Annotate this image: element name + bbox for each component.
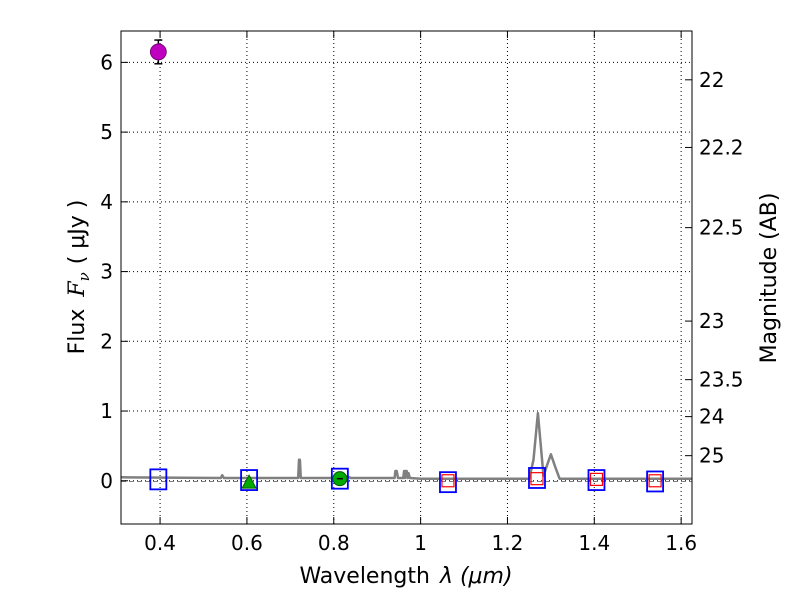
grid [121,31,692,524]
red-square-marker [589,472,604,486]
y2-tick-label: 22 [699,68,724,92]
blue-square-marker [330,467,349,490]
green-triangle-marker [241,474,257,489]
y2-tick-label: 23 [699,309,724,333]
y2-tick-label: 22.5 [699,216,744,240]
y-tick-label: 5 [100,120,113,144]
x-tick-label: 1 [414,531,427,555]
y2-tick-label: 24 [699,405,724,429]
blue-square-marker [646,470,664,493]
y2-tick-label: 23.5 [699,368,744,392]
red-square-marker [530,472,544,486]
y-tick-label: 3 [100,260,113,284]
y-axis-label-subscript: ν [75,272,93,281]
blue-square-marker [587,469,606,491]
y-axis-label-symbol: F [65,281,90,298]
y2-tick-label: 25 [699,444,724,468]
y-axis-label: Flux Fν ( μJy ) [65,200,93,355]
axes-ticks: 0.4 0.6 0.8 1 1.2 1.4 1.601234562222.222.52323… [100,31,744,555]
red-square-marker [441,474,455,488]
y-axis-label-unit: ( μJy ) [65,200,90,265]
plot-frame [120,30,693,525]
x-axis-label: Wavelength λ (μm) [299,564,512,589]
x-axis-label-math: λ (μm) [439,564,513,589]
y2-axis-label: Magnitude (AB) [757,193,782,364]
plot-area [120,39,692,494]
x-tick-label: 0.4 [144,531,176,555]
y-tick-label: 6 [100,50,113,74]
x-tick-label: 1.2 [492,531,524,555]
y-tick-label: 1 [100,399,113,423]
blue-square-marker [528,467,546,489]
red-square-marker [648,474,662,488]
blue-square-marker [240,469,258,491]
y2-tick-label: 22.2 [699,135,744,159]
magenta-point-marker [149,43,167,61]
spectrum-line [120,411,692,480]
x-tick-label: 1.4 [578,531,610,555]
y-tick-label: 2 [100,329,113,353]
x-tick-label: 0.6 [231,531,263,555]
y-axis-label-text: Flux [65,309,90,355]
y-tick-label: 0 [100,469,113,493]
x-axis-label-text: Wavelength [299,564,430,589]
blue-square-marker [149,468,168,491]
blue-square-marker [439,471,457,494]
x-tick-label: 1.6 [665,531,697,555]
x-tick-label: 0.8 [318,531,350,555]
y-tick-label: 4 [100,190,113,214]
